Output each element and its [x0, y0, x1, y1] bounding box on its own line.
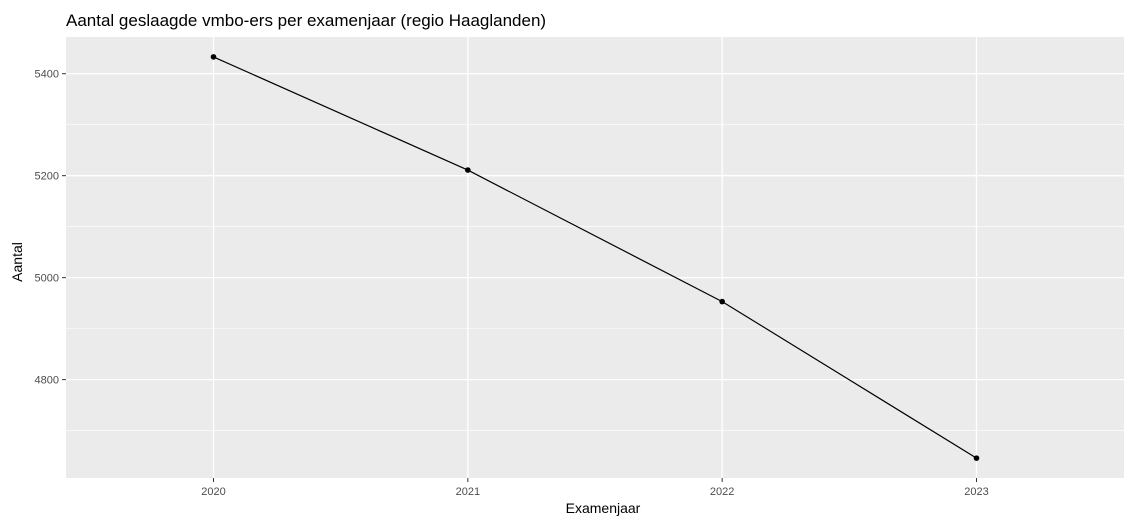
- plot-panel: [66, 37, 1124, 478]
- x-tick-label: 2022: [710, 486, 734, 498]
- x-tick-label: 2021: [456, 486, 480, 498]
- x-axis: 2020 2021 2022 2023: [201, 478, 989, 498]
- y-tick-label: 5000: [35, 273, 59, 285]
- y-tick-label: 5200: [35, 171, 59, 183]
- chart-title: Aantal geslaagde vmbo-ers per examenjaar…: [66, 11, 547, 30]
- minor-gridlines: [66, 124, 1124, 431]
- x-tick-label: 2020: [201, 486, 225, 498]
- series-line: [213, 56, 977, 459]
- data-point-2020: [210, 54, 217, 60]
- y-axis-title: Aantal: [9, 242, 25, 282]
- data-point-2021: [465, 167, 471, 173]
- data-point-2022: [719, 298, 725, 305]
- y-axis: 4800 5000 5200 5400: [35, 69, 66, 387]
- y-tick-label: 5400: [35, 69, 59, 81]
- x-axis-title: Examenjaar: [566, 500, 641, 516]
- x-tick-label: 2023: [964, 486, 988, 498]
- y-tick-label: 4800: [35, 375, 59, 387]
- data-point-2023: [973, 455, 980, 461]
- major-gridlines: [66, 37, 1124, 478]
- data-points: [210, 54, 980, 461]
